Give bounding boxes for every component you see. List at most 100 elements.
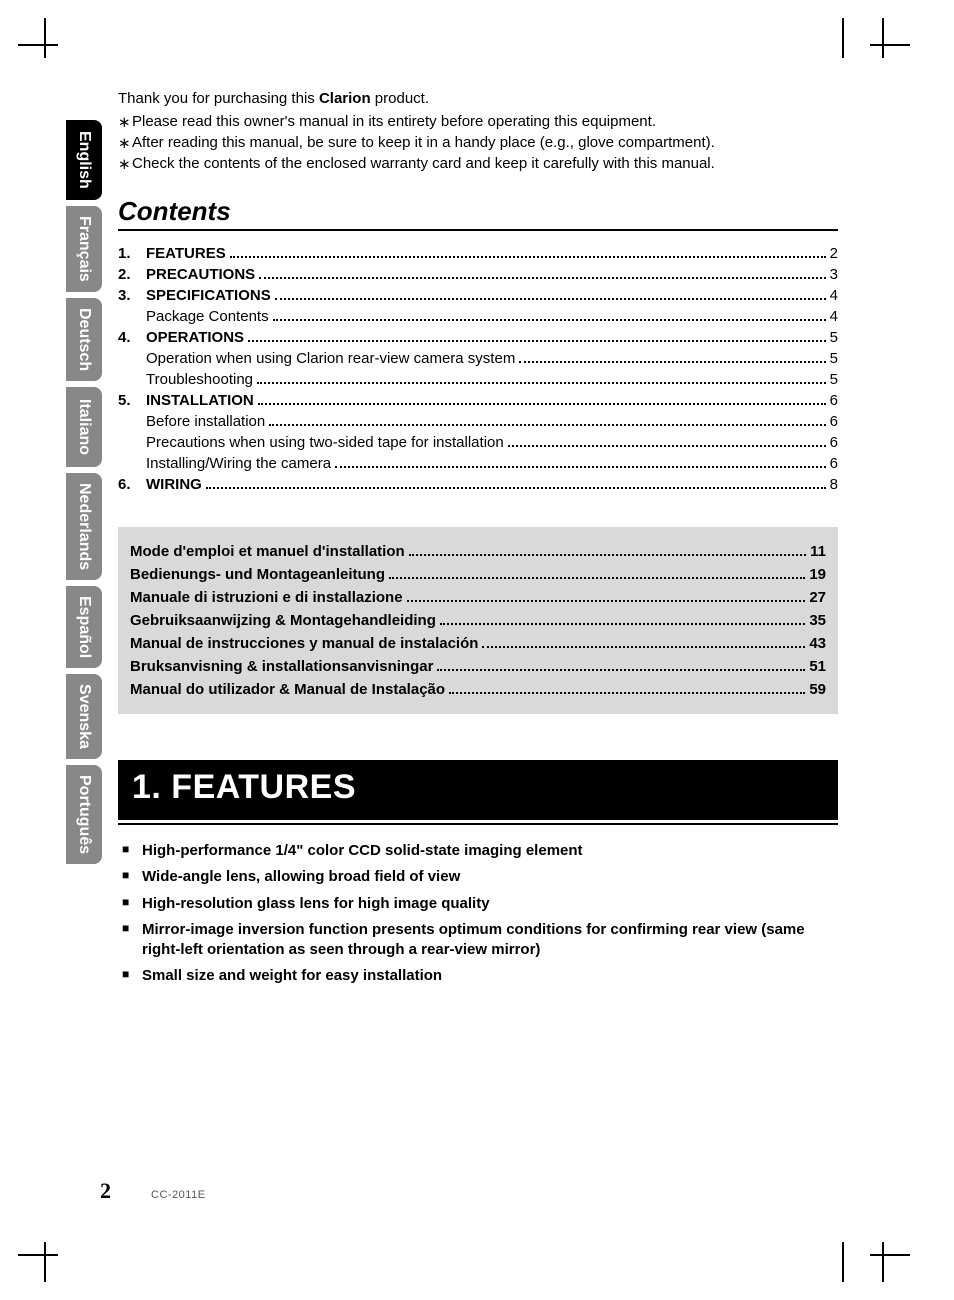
language-manual-entry: Mode d'emploi et manuel d'installation 11 <box>130 543 826 560</box>
language-manual-page: 59 <box>809 681 826 698</box>
toc-leader <box>248 340 826 342</box>
toc-entry: 2.PRECAUTIONS3 <box>118 266 838 283</box>
language-manual-label: Bedienungs- und Montageanleitung <box>130 566 385 583</box>
toc-sub-label: Precautions when using two-sided tape fo… <box>146 434 504 451</box>
toc-leader <box>482 646 805 648</box>
crop-mark <box>18 44 58 46</box>
intro-thanks-suffix: product. <box>371 90 429 107</box>
toc-leader <box>269 424 825 426</box>
toc-page: 3 <box>830 266 838 283</box>
section-underline <box>118 823 838 825</box>
page-body: Thank you for purchasing this Clarion pr… <box>118 90 838 993</box>
toc-label: SPECIFICATIONS <box>146 287 271 304</box>
language-tab-italiano[interactable]: Italiano <box>66 387 102 467</box>
crop-mark <box>44 1242 46 1282</box>
language-manual-label: Gebruiksaanwijzing & Montagehandleiding <box>130 612 436 629</box>
toc-entry: 3.SPECIFICATIONS 4 <box>118 287 838 304</box>
language-manual-label: Bruksanvisning & installationsanvisninga… <box>130 658 433 675</box>
toc-page: 2 <box>830 245 838 262</box>
toc-leader <box>273 319 826 321</box>
language-manual-label: Mode d'emploi et manuel d'installation <box>130 543 405 560</box>
language-tab-français[interactable]: Français <box>66 206 102 292</box>
language-tab-español[interactable]: Español <box>66 586 102 668</box>
toc-page: 8 <box>830 476 838 493</box>
feature-item: Small size and weight for easy installat… <box>118 966 838 986</box>
language-manual-entry: Bruksanvisning & installationsanvisninga… <box>130 658 826 675</box>
language-tab-deutsch[interactable]: Deutsch <box>66 298 102 381</box>
intro-bullet: Please read this owner's manual in its e… <box>118 113 838 130</box>
toc-subentry: Operation when using Clarion rear-view c… <box>118 350 838 367</box>
page-footer: 2 CC-2011E <box>100 1178 206 1204</box>
language-tab-nederlands[interactable]: Nederlands <box>66 473 102 580</box>
toc-subentry: Troubleshooting 5 <box>118 371 838 388</box>
intro-bullet: After reading this manual, be sure to ke… <box>118 134 838 151</box>
language-manual-entry: Bedienungs- und Montageanleitung 19 <box>130 566 826 583</box>
toc-leader <box>258 403 826 405</box>
language-tab-english[interactable]: English <box>66 120 102 200</box>
section-banner-features: 1. FEATURES <box>118 760 838 820</box>
feature-item: Wide-angle lens, allowing broad field of… <box>118 867 838 887</box>
language-manual-page: 11 <box>810 543 826 560</box>
language-manual-page: 19 <box>809 566 826 583</box>
intro-thanks: Thank you for purchasing this Clarion pr… <box>118 90 838 107</box>
crop-mark <box>882 18 884 58</box>
toc-leader <box>409 554 806 556</box>
crop-mark <box>870 1254 910 1256</box>
toc-label: OPERATIONS <box>146 329 244 346</box>
toc-leader <box>275 298 826 300</box>
language-manual-entry: Manual de instrucciones y manual de inst… <box>130 635 826 652</box>
toc-page: 4 <box>830 308 838 325</box>
language-manual-entry: Gebruiksaanwijzing & Montagehandleiding3… <box>130 612 826 629</box>
language-tabs: English Français Deutsch Italiano Nederlands… <box>66 120 102 864</box>
toc-subentry: Installing/Wiring the camera 6 <box>118 455 838 472</box>
toc-page: 6 <box>830 434 838 451</box>
toc-leader <box>407 600 806 602</box>
toc-sub-label: Installing/Wiring the camera <box>146 455 331 472</box>
toc-page: 6 <box>830 392 838 409</box>
toc-page: 5 <box>830 371 838 388</box>
toc-leader <box>508 445 826 447</box>
toc-leader <box>519 361 825 363</box>
crop-mark <box>842 18 844 58</box>
language-manual-label: Manuale di istruzioni e di installazione <box>130 589 403 606</box>
toc-leader <box>206 487 826 489</box>
toc-number: 1. <box>118 245 146 262</box>
toc-page: 5 <box>830 329 838 346</box>
crop-mark <box>882 1242 884 1282</box>
toc-page: 6 <box>830 455 838 472</box>
crop-mark <box>842 1242 844 1282</box>
toc-entry: 6.WIRING 8 <box>118 476 838 493</box>
language-tab-português[interactable]: Português <box>66 765 102 864</box>
language-tab-svenska[interactable]: Svenska <box>66 674 102 759</box>
toc-number: 4. <box>118 329 146 346</box>
toc-page: 6 <box>830 413 838 430</box>
toc-number: 2. <box>118 266 146 283</box>
toc-leader <box>259 277 825 279</box>
toc-leader <box>230 256 826 258</box>
toc-label: WIRING <box>146 476 202 493</box>
toc-label: FEATURES <box>146 245 226 262</box>
toc-page: 4 <box>830 287 838 304</box>
language-manual-page: 43 <box>809 635 826 652</box>
crop-mark <box>870 44 910 46</box>
toc-leader <box>440 623 805 625</box>
toc-subentry: Package Contents 4 <box>118 308 838 325</box>
contents-heading: Contents <box>118 196 838 231</box>
feature-item: Mirror-image inversion function presents… <box>118 920 838 961</box>
language-manual-label: Manual do utilizador & Manual de Instala… <box>130 681 445 698</box>
toc-number: 6. <box>118 476 146 493</box>
language-manual-page: 27 <box>809 589 826 606</box>
toc-leader <box>335 466 826 468</box>
crop-mark <box>18 1254 58 1256</box>
toc-sub-label: Troubleshooting <box>146 371 253 388</box>
features-list: High-performance 1/4" color CCD solid-st… <box>118 841 838 987</box>
toc-leader <box>437 669 805 671</box>
toc-subentry: Before installation6 <box>118 413 838 430</box>
toc-sub-label: Operation when using Clarion rear-view c… <box>146 350 515 367</box>
toc-number: 3. <box>118 287 146 304</box>
toc-sub-label: Package Contents <box>146 308 269 325</box>
brand-name: Clarion <box>319 90 371 107</box>
toc-page: 5 <box>830 350 838 367</box>
language-manual-entry: Manual do utilizador & Manual de Instala… <box>130 681 826 698</box>
toc-leader <box>449 692 805 694</box>
